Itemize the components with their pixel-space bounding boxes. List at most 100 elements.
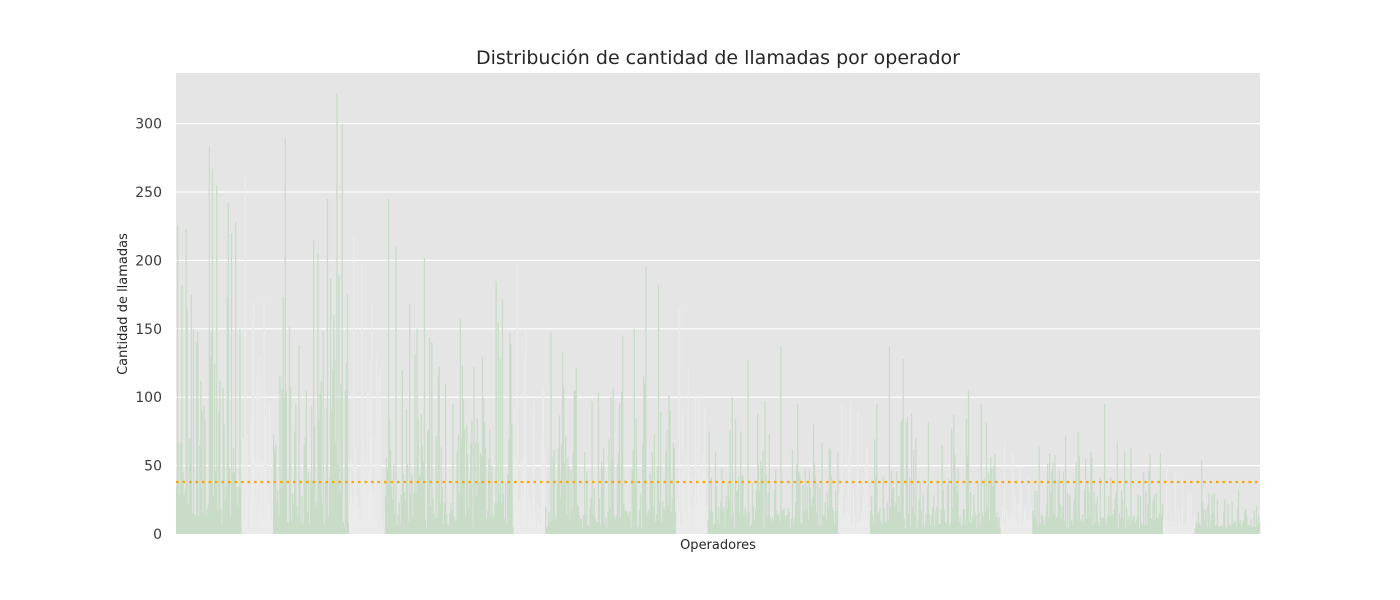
bar [244,175,246,534]
bar [1043,525,1046,534]
bar [192,328,195,534]
bar [502,494,505,534]
bar [583,515,585,534]
bar [607,512,609,534]
bar [353,235,355,535]
bar [683,464,685,534]
bar [441,486,444,534]
bar [445,514,448,534]
bar [879,508,881,534]
bar [1165,522,1167,534]
bar [875,476,877,534]
bar [666,430,668,534]
bar [959,516,961,534]
bar [1241,527,1243,534]
bar [267,504,270,534]
bar [533,401,535,534]
bar [288,326,291,534]
bar [300,522,302,534]
bar [414,353,416,534]
bar [1042,519,1045,534]
bar [684,512,686,534]
bar [278,516,280,534]
bar [475,496,477,534]
bar [213,364,216,534]
bar [651,452,653,534]
bar [694,397,697,534]
bar [337,464,339,534]
bar [461,365,464,534]
bar [538,507,541,534]
bar [1135,520,1137,534]
bar [813,463,816,534]
bar [665,451,667,534]
bar [200,380,202,534]
bar [662,501,664,534]
bar [676,497,679,534]
bar [362,439,364,534]
bar [1211,494,1213,534]
bar [189,439,192,534]
bar [671,497,673,534]
bar [453,516,455,534]
bar [986,506,989,534]
bar [920,510,922,534]
bar [801,523,803,534]
bar [996,512,998,534]
bar [790,518,793,534]
bar [588,527,590,534]
bar [961,524,963,534]
bar [293,504,295,534]
bar [844,524,846,534]
bar [442,523,445,534]
bar [1235,527,1238,534]
bar [404,499,407,534]
bar [1061,506,1064,534]
bar [1255,505,1258,534]
bar [1202,502,1204,534]
bar [746,516,748,534]
bar [418,476,420,534]
bar [223,424,225,534]
bar [763,527,765,534]
bar [940,509,942,534]
bar [535,528,537,534]
bar [1203,508,1205,534]
bar [1019,465,1021,534]
bar [1149,454,1151,534]
bar [375,519,377,534]
bar [1041,514,1044,534]
bar [752,505,755,534]
bar [864,522,866,534]
bar [531,522,533,534]
bar [793,518,796,534]
bar [1216,499,1219,534]
bar [262,515,264,534]
bar [766,516,768,534]
bar [236,486,238,534]
bar [338,275,340,534]
bar [550,332,552,534]
bar [1129,525,1131,534]
bar [1236,508,1239,534]
bar [886,502,889,534]
bar [819,487,821,534]
bar [669,410,671,534]
bar [269,520,272,534]
bar [304,437,306,534]
bar [990,456,992,534]
bar [715,485,718,534]
bar [1169,526,1171,534]
bar [1196,524,1199,534]
bar [250,421,253,534]
bar [595,522,597,534]
bar [778,513,780,534]
bar [499,357,502,534]
bar [351,494,353,534]
bar [1076,520,1078,534]
bar [972,516,974,534]
bar [954,454,956,534]
bar [806,486,808,534]
bar [979,524,981,534]
bar [899,511,901,534]
